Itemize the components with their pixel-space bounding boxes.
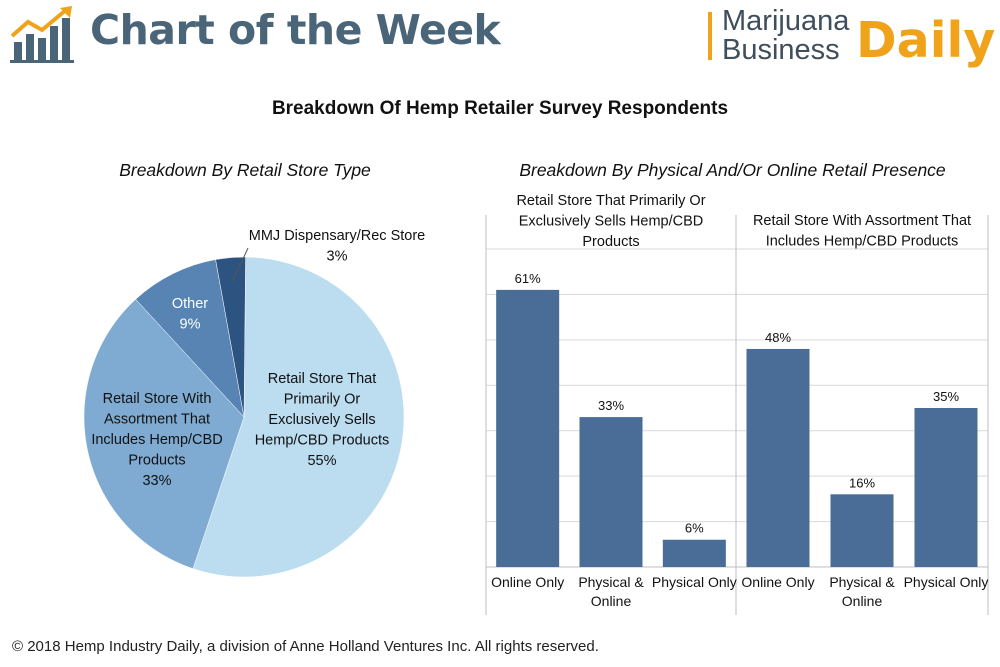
pie-chart: Retail Store That Primarily Or Exclusively… xyxy=(83,228,425,578)
chart-main-title: Breakdown Of Hemp Retailer Survey Respon… xyxy=(271,98,729,119)
bar xyxy=(746,348,810,567)
pie-slice xyxy=(83,298,245,569)
bar-group-label: Retail Store That Primarily Or Exclusivel… xyxy=(516,193,705,250)
pie-slice-label: Retail Store That Primarily Or Exclusively… xyxy=(255,371,390,469)
pie-slice xyxy=(192,256,405,578)
bar-value-label: 35% xyxy=(933,389,959,404)
bar-value-label: 61% xyxy=(515,271,541,286)
pie-slice-label: Other 9% xyxy=(172,296,208,333)
bar-value-label: 33% xyxy=(598,398,624,413)
bar xyxy=(579,417,643,567)
pie-chart-title: Breakdown By Retail Store Type xyxy=(119,160,371,180)
pie-slice-label: MMJ Dispensary/Rec Store 3% xyxy=(249,228,425,265)
bar xyxy=(496,289,560,567)
bar-chart-title: Breakdown By Physical And/Or Online Reta… xyxy=(519,160,946,180)
bar-category-label: Physical Only xyxy=(904,574,989,590)
brand-logo: Marijuana Business Daily xyxy=(708,5,996,69)
bar-category-label: Online Only xyxy=(741,574,814,590)
copyright-footer: © 2018 Hemp Industry Daily, a division o… xyxy=(12,638,599,655)
pie-leader-line xyxy=(232,247,249,282)
bar-category-label: Online Only xyxy=(491,574,564,590)
brand-line-2: Business xyxy=(722,34,840,66)
bar-category-label: Physical Only xyxy=(652,574,737,590)
bar xyxy=(914,408,978,567)
bar-value-label: 6% xyxy=(685,521,704,536)
bar-group-label: Retail Store With Assortment That Include… xyxy=(753,213,971,250)
bar-chart: Retail Store That Primarily Or Exclusivel… xyxy=(485,193,989,615)
bar-value-label: 48% xyxy=(765,330,791,345)
pie-slice xyxy=(215,256,246,418)
chart-logo-icon xyxy=(10,6,74,63)
brand-line-1: Marijuana xyxy=(722,5,850,37)
page-title: Chart of the Week xyxy=(90,6,501,54)
brand-accent-bar xyxy=(708,12,712,60)
bar xyxy=(662,539,726,567)
bar-category-label: Physical & Online xyxy=(578,574,644,609)
pie-slice-label: Retail Store With Assortment That Includes… xyxy=(91,391,222,489)
bar-category-label: Physical & Online xyxy=(829,574,895,609)
bar-value-label: 16% xyxy=(849,475,875,490)
pie-slice xyxy=(135,259,245,418)
brand-daily: Daily xyxy=(856,12,996,69)
bar xyxy=(830,494,894,567)
